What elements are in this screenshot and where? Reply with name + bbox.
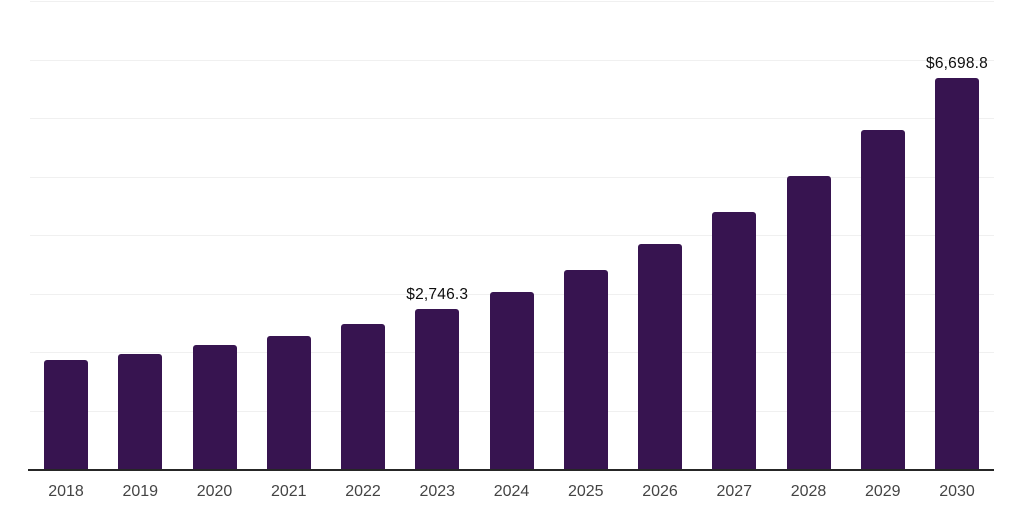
- bar-2021: [266, 336, 311, 470]
- x-tick-2025: 2025: [567, 483, 604, 500]
- gridline-6000: [30, 118, 994, 119]
- x-tick-2019: 2019: [122, 483, 159, 500]
- bar-2020: [192, 344, 237, 470]
- x-tick-2028: 2028: [790, 483, 827, 500]
- bar-2022: [341, 324, 385, 470]
- bar-2019: [118, 353, 163, 470]
- x-tick-2029: 2029: [864, 483, 901, 500]
- data-label-2030: $6,698.8: [926, 55, 988, 73]
- x-axis-line: [28, 469, 994, 471]
- bar-2028: [786, 175, 831, 470]
- gridline-4000: [30, 235, 994, 236]
- bar-2024: [489, 291, 534, 470]
- x-tick-2022: 2022: [345, 483, 381, 500]
- x-tick-2027: 2027: [716, 483, 753, 500]
- bar-2023: $2,746.3: [406, 286, 468, 470]
- gridline-8000: [30, 1, 994, 2]
- bar-2018: [44, 359, 88, 470]
- gridline-5000: [30, 176, 994, 178]
- data-label-2023: $2,746.3: [406, 286, 469, 304]
- x-tick-2018: 2018: [48, 483, 84, 500]
- x-tick-2026: 2026: [642, 483, 678, 500]
- x-tick-2021: 2021: [270, 483, 307, 500]
- x-tick-2020: 2020: [196, 483, 233, 500]
- gridline-7000: [30, 59, 994, 61]
- x-tick-2023: 2023: [419, 483, 456, 500]
- bar-2026: [638, 244, 682, 470]
- x-tick-2030: 2030: [939, 483, 975, 500]
- bar-2030: $6,698.8: [926, 55, 988, 470]
- bar-2029: [860, 130, 905, 470]
- bar-2027: [712, 212, 757, 470]
- x-tick-2024: 2024: [493, 483, 530, 500]
- plot-area: $2,746.3 $6,698.8: [28, 1, 994, 471]
- bar-2025: [563, 269, 608, 470]
